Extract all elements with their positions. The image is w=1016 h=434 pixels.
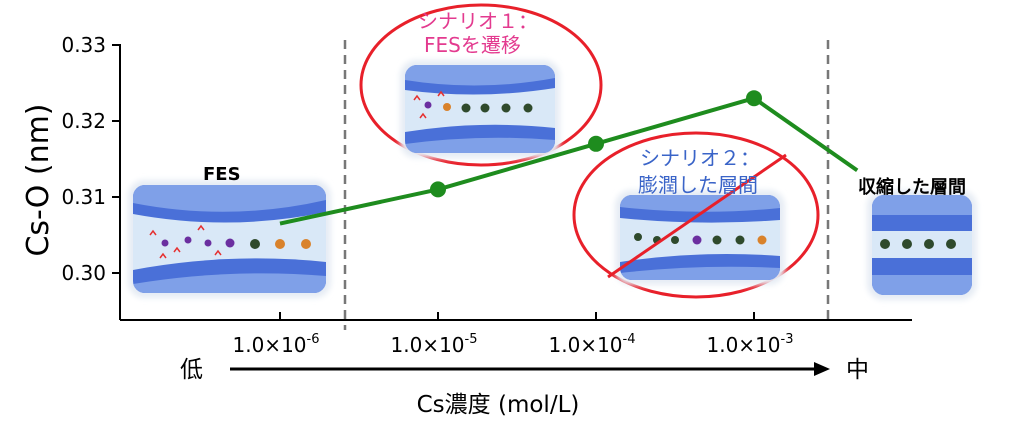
scenario2-line2: 膨潤した層間 (638, 173, 758, 197)
scenario2-illustration (615, 190, 785, 285)
y-tick-label: 0.32 (61, 109, 106, 133)
contracted-illustration (867, 190, 977, 300)
data-point (746, 90, 762, 107)
data-point (430, 181, 446, 198)
scenario1-illustration (400, 60, 560, 158)
x-tick-label: 1.0×10-4 (549, 332, 636, 357)
contracted-label: 収縮した層間 (858, 176, 966, 198)
fes-label: FES (203, 164, 241, 185)
scenario1-circle (359, 3, 603, 167)
concentration-arrowhead (814, 362, 830, 376)
y-tick-label: 0.30 (61, 261, 106, 285)
x-tick-label: 1.0×10-5 (391, 332, 478, 357)
scenario2-line1: シナリオ２： (640, 146, 760, 170)
scenario1-line2: FESを遷移 (424, 33, 521, 57)
series (279, 90, 859, 226)
arrow-right-label: 中 (846, 357, 869, 383)
arrow-left-label: 低 (180, 357, 203, 383)
y-tick-label: 0.33 (61, 33, 106, 57)
x-axis-label: Cs濃度 (mol/L) (417, 392, 580, 418)
y-tick-label: 0.31 (61, 185, 106, 209)
data-point (588, 135, 604, 152)
x-ticks: 1.0×10-6 1.0×10-5 1.0×10-4 1.0×10-3 (233, 312, 794, 357)
y-ticks: 0.30 0.31 0.32 0.33 (61, 33, 120, 285)
scenario2-circle (572, 131, 820, 299)
y-axis-label: Cs-O (nm) (21, 103, 56, 256)
scenario2-strike (607, 153, 787, 279)
scenario1-line1: シナリオ１： (418, 9, 538, 33)
x-tick-label: 1.0×10-3 (707, 332, 794, 357)
fes-illustration (128, 180, 331, 298)
x-tick-label: 1.0×10-6 (233, 332, 320, 357)
